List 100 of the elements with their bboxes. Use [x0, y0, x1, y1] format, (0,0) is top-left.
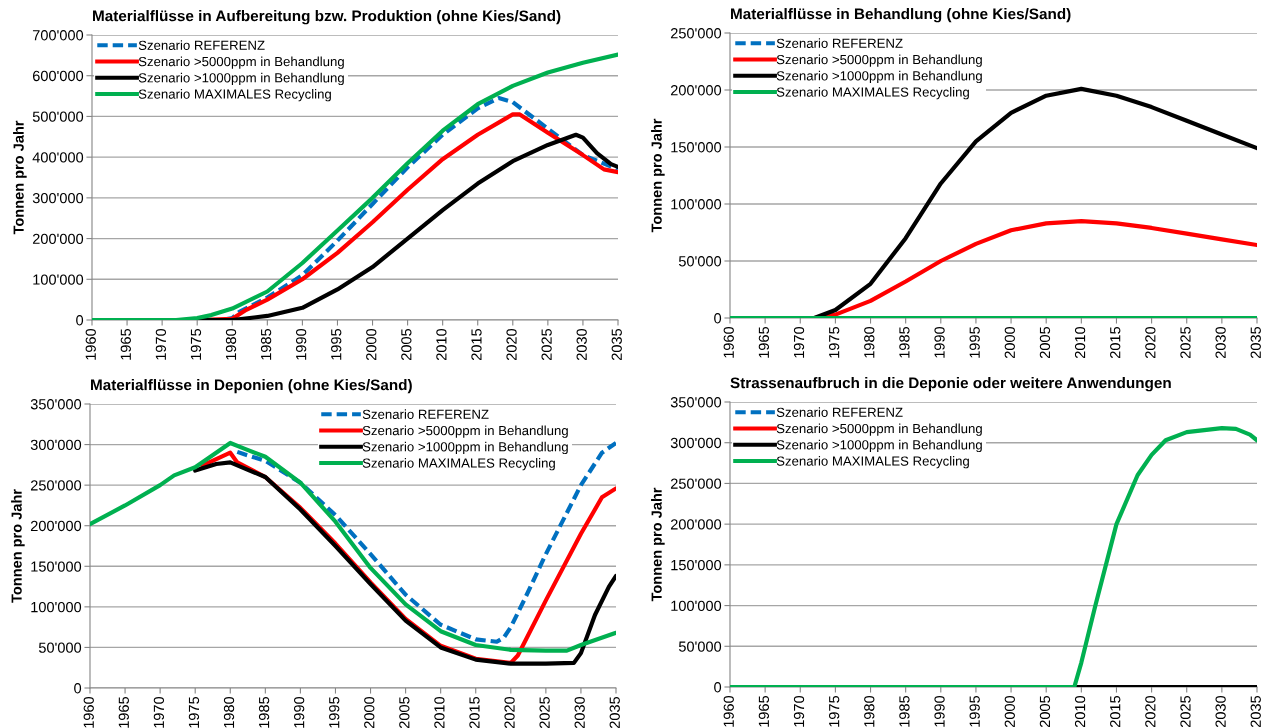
x-tick-label: 2030: [1215, 695, 1226, 728]
x-tick-label: 1990: [295, 328, 307, 360]
y-tick-label: 100'000: [31, 601, 82, 613]
legend-label: Szenario >1000ppm in Behandlung: [138, 72, 344, 86]
y-axis-title: Tonnen pro Jahr: [13, 120, 27, 235]
legend-label: Szenario MAXIMALES Recycling: [138, 89, 331, 102]
x-tick-label: 1990: [934, 326, 945, 358]
x-tick-label: 2000: [1004, 326, 1015, 359]
x-tick-label: 1960: [85, 328, 96, 360]
x-tick-label: 1970: [155, 328, 167, 360]
x-tick-label: 2015: [1110, 326, 1121, 359]
x-tick-label: 1995: [969, 695, 980, 727]
legend-label: Szenario >5000ppm in Behandlung: [138, 56, 344, 69]
x-tick-label: 1970: [793, 695, 805, 727]
legend-label: Szenario REFERENZ: [138, 40, 265, 50]
x-tick-label: 2020: [1145, 326, 1156, 359]
x-tick-label: 1965: [758, 326, 770, 358]
x-tick-label: 2020: [1145, 695, 1156, 728]
x-tick-label: 2035: [1250, 695, 1261, 728]
legend-label: Szenario MAXIMALES Recycling: [776, 456, 969, 469]
legend-label: Szenario >5000ppm in Behandlung: [776, 423, 982, 436]
x-tick-label: 1980: [864, 326, 875, 358]
y-tick-label: 0: [714, 682, 722, 693]
y-tick-label: 200'000: [32, 233, 84, 244]
x-tick-label: 1975: [828, 695, 840, 727]
x-tick-label: 2015: [469, 696, 480, 728]
x-tick-label: 1970: [153, 696, 165, 728]
x-tick-label: 1975: [828, 326, 840, 358]
y-tick-label: 350'000: [30, 399, 82, 410]
legend-label: Szenario >1000ppm in Behandlung: [776, 439, 982, 453]
y-tick-label: 250'000: [670, 478, 722, 489]
x-tick-label: 1975: [188, 696, 200, 728]
x-tick-label: 2025: [1180, 695, 1191, 728]
y-tick-label: 200'000: [670, 85, 722, 96]
y-tick-label: 250'000: [670, 28, 722, 39]
chart-title: Materialflüsse in Deponien (ohne Kies/Sand): [91, 379, 412, 394]
x-tick-label: 2025: [541, 328, 552, 361]
y-tick-label: 300'000: [32, 192, 84, 204]
y-tick-label: 600'000: [32, 70, 84, 82]
y-tick-label: 0: [76, 315, 84, 326]
y-tick-label: 100'000: [33, 274, 84, 285]
x-tick-label: 1960: [83, 696, 94, 728]
x-tick-label: 2010: [1074, 695, 1086, 728]
x-tick-label: 1975: [190, 328, 202, 360]
x-tick-label: 2005: [1039, 695, 1051, 728]
legend-label: Szenario MAXIMALES Recycling: [776, 87, 969, 100]
y-axis-title: Tonnen pro Jahr: [11, 489, 25, 603]
y-tick-label: 400'000: [32, 152, 84, 163]
y-tick-label: 150'000: [31, 561, 82, 572]
x-tick-label: 1990: [934, 695, 945, 727]
y-axis-title: Tonnen pro Jahr: [651, 118, 665, 233]
x-tick-label: 2020: [506, 328, 517, 361]
x-tick-label: 2025: [539, 696, 550, 728]
legend-label: Szenario MAXIMALES Recycling: [362, 458, 555, 471]
x-tick-label: 2030: [576, 328, 587, 361]
legend-label: Szenario >5000ppm in Behandlung: [776, 54, 982, 67]
y-tick-label: 150'000: [671, 142, 722, 153]
y-tick-label: 200'000: [670, 519, 722, 530]
x-tick-label: 2035: [611, 328, 622, 361]
legend-label: Szenario >5000ppm in Behandlung: [362, 425, 568, 438]
y-tick-label: 200'000: [30, 520, 82, 532]
x-tick-label: 2000: [366, 328, 377, 361]
y-tick-label: 300'000: [670, 437, 722, 449]
legend-label: Szenario REFERENZ: [776, 38, 903, 48]
x-tick-label: 1995: [969, 326, 980, 358]
y-tick-label: 700'000: [32, 30, 84, 41]
y-tick-label: 50'000: [678, 641, 722, 652]
y-tick-label: 0: [714, 313, 722, 324]
y-tick-label: 250'000: [30, 480, 82, 491]
y-tick-label: 350'000: [670, 397, 722, 408]
x-tick-label: 2015: [471, 328, 482, 361]
x-tick-label: 2015: [1110, 695, 1121, 728]
x-tick-label: 1965: [758, 695, 770, 727]
legend-label: Szenario REFERENZ: [362, 409, 489, 419]
x-tick-label: 2000: [364, 696, 375, 728]
x-tick-label: 2035: [609, 696, 620, 728]
legend-label: Szenario >1000ppm in Behandlung: [776, 70, 982, 84]
x-tick-label: 2035: [1250, 326, 1261, 359]
y-tick-label: 300'000: [30, 439, 82, 450]
x-tick-label: 2010: [436, 328, 447, 361]
x-tick-label: 1960: [723, 326, 734, 358]
y-tick-label: 150'000: [671, 559, 722, 571]
x-tick-label: 1990: [293, 696, 305, 728]
chart-title: Strassenaufbruch in die Deponie oder weitere Anwendungen: [730, 377, 1171, 392]
x-tick-label: 1995: [329, 696, 340, 728]
x-tick-label: 1960: [723, 695, 734, 727]
y-tick-label: 0: [74, 683, 82, 694]
chart-title: Materialflüsse in Behandlung (ohne Kies/Sand): [731, 8, 1071, 23]
x-tick-label: 1985: [899, 326, 910, 358]
x-tick-label: 2000: [1004, 695, 1015, 728]
y-tick-label: 50'000: [38, 642, 82, 653]
x-tick-label: 1965: [118, 696, 129, 728]
x-tick-label: 1980: [223, 696, 235, 728]
x-tick-label: 2010: [434, 696, 445, 728]
x-tick-label: 1965: [120, 328, 131, 360]
x-tick-label: 2030: [1215, 326, 1226, 359]
y-axis-title: Tonnen pro Jahr: [651, 487, 665, 602]
x-tick-label: 1985: [899, 695, 910, 727]
x-tick-label: 2020: [504, 696, 515, 728]
x-tick-label: 2005: [401, 328, 412, 361]
